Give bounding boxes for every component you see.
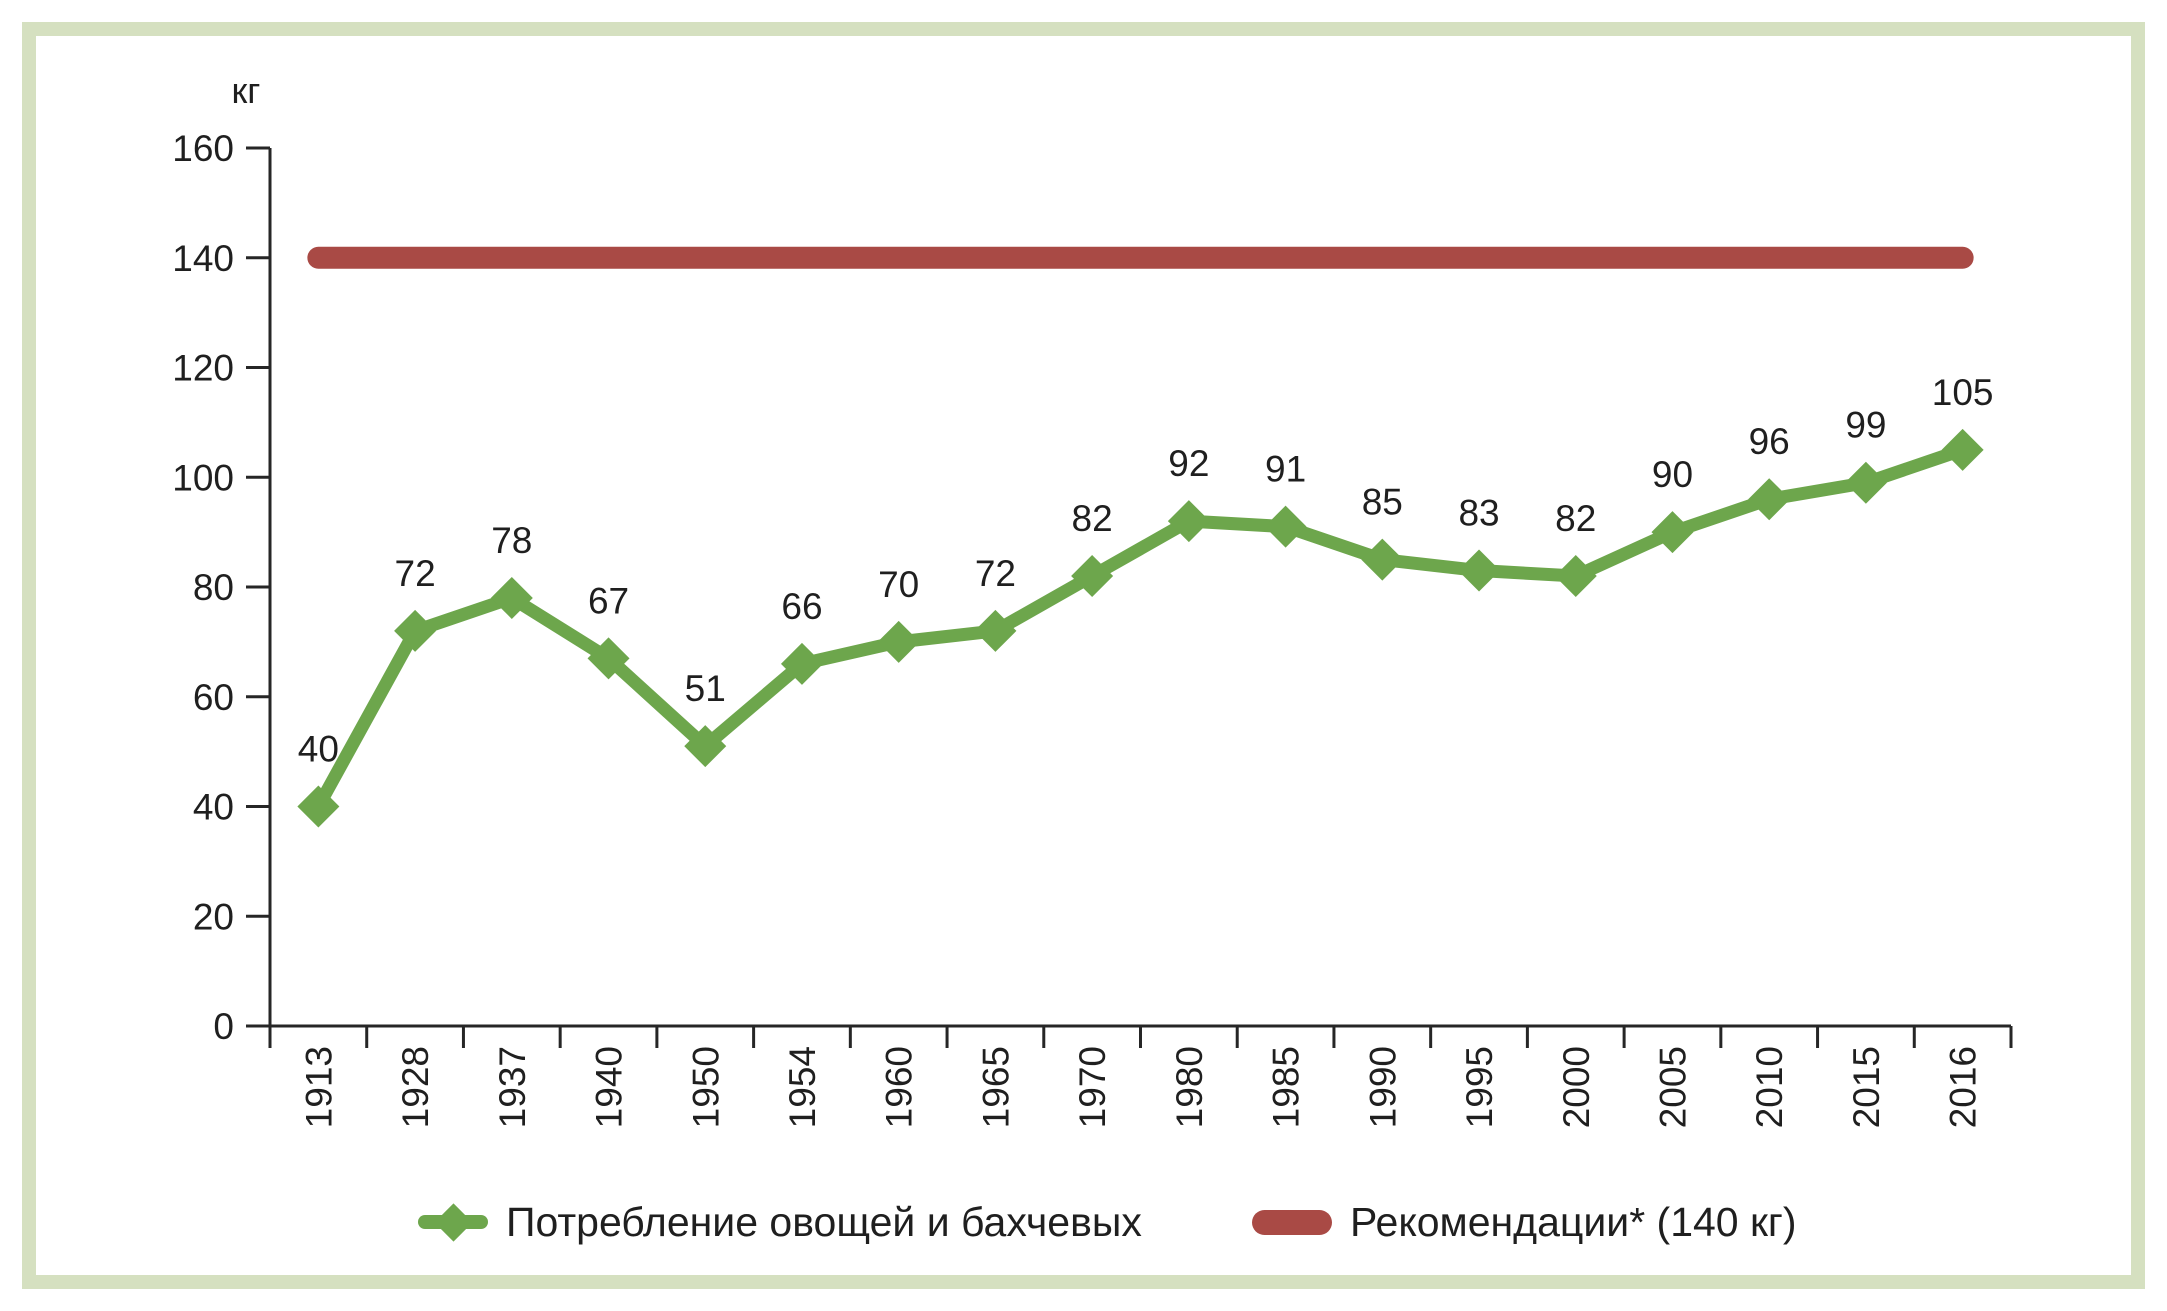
legend-recommendation-line-sample xyxy=(1252,1209,1332,1235)
data-point-label: 72 xyxy=(975,553,1016,594)
x-tick-label: 2016 xyxy=(1943,1046,1984,1128)
data-point-marker xyxy=(1071,555,1114,598)
data-point-marker xyxy=(1941,428,1984,471)
x-tick-label: 1990 xyxy=(1362,1046,1403,1128)
diamond-marker-icon xyxy=(433,1202,473,1242)
data-point-label: 51 xyxy=(685,668,726,709)
data-point-label: 40 xyxy=(298,729,339,770)
y-tick-label: 80 xyxy=(193,567,234,608)
x-tick-label: 1970 xyxy=(1072,1046,1113,1128)
data-point-label: 96 xyxy=(1749,421,1790,462)
data-point-marker xyxy=(1361,538,1404,581)
data-point-marker xyxy=(1167,500,1210,543)
y-axis-unit-label: кг xyxy=(232,70,261,111)
x-tick-label: 1995 xyxy=(1459,1046,1500,1128)
data-point-marker xyxy=(877,620,920,663)
data-point-label: 70 xyxy=(878,564,919,605)
x-tick-label: 2000 xyxy=(1556,1046,1597,1128)
legend-consumption-label: Потребление овощей и бахчевых xyxy=(506,1198,1142,1245)
legend-consumption-line-sample xyxy=(418,1200,488,1244)
x-tick-label: 1985 xyxy=(1266,1046,1307,1128)
x-tick-label: 1980 xyxy=(1169,1046,1210,1128)
x-tick-label: 2005 xyxy=(1652,1046,1693,1128)
data-point-marker xyxy=(1458,549,1501,592)
x-tick-label: 2010 xyxy=(1749,1046,1790,1128)
data-point-label: 85 xyxy=(1362,482,1403,523)
consumption-line xyxy=(312,443,1965,810)
data-point-label: 67 xyxy=(588,580,629,621)
data-point-marker xyxy=(297,785,340,828)
data-point-marker xyxy=(974,609,1017,652)
x-tick-label: 1937 xyxy=(492,1046,533,1128)
legend-item-consumption: Потребление овощей и бахчевых xyxy=(418,1196,1142,1248)
data-point-marker xyxy=(1844,461,1887,504)
data-point-label: 82 xyxy=(1555,498,1596,539)
data-point-label: 91 xyxy=(1265,449,1306,490)
x-tick-label: 1960 xyxy=(879,1046,920,1128)
data-point-label: 99 xyxy=(1845,405,1886,446)
legend-item-recommendation: Рекомендации* (140 кг) xyxy=(1252,1196,1797,1248)
x-tick-label: 1913 xyxy=(298,1046,339,1128)
y-tick-label: 0 xyxy=(213,1006,234,1047)
data-point-marker xyxy=(587,637,630,680)
data-point-marker xyxy=(1554,555,1597,598)
data-point-label: 105 xyxy=(1932,372,1994,413)
data-point-marker xyxy=(780,642,823,685)
x-tick-label: 2015 xyxy=(1846,1046,1887,1128)
y-tick-label: 100 xyxy=(172,457,234,498)
data-point-marker xyxy=(1748,478,1791,521)
data-point-marker xyxy=(684,725,727,768)
y-tick-label: 140 xyxy=(172,238,234,279)
y-tick-label: 40 xyxy=(193,787,234,828)
data-point-marker xyxy=(1264,505,1307,548)
data-point-marker xyxy=(394,609,437,652)
chart-border-frame xyxy=(22,22,2145,1289)
x-tick-label: 1928 xyxy=(395,1046,436,1128)
data-point-label: 66 xyxy=(781,586,822,627)
x-tick-label: 1954 xyxy=(782,1046,823,1128)
x-tick-label: 1950 xyxy=(685,1046,726,1128)
data-point-marker xyxy=(1651,511,1694,554)
data-point-marker xyxy=(490,576,533,619)
legend-recommendation-label: Рекомендации* (140 кг) xyxy=(1350,1198,1797,1245)
data-point-label: 90 xyxy=(1652,454,1693,495)
x-tick-label: 1965 xyxy=(975,1046,1016,1128)
y-tick-label: 160 xyxy=(172,128,234,169)
data-point-label: 82 xyxy=(1072,498,1113,539)
data-point-label: 78 xyxy=(491,520,532,561)
data-point-label: 92 xyxy=(1168,443,1209,484)
y-tick-label: 120 xyxy=(172,348,234,389)
y-tick-label: 20 xyxy=(193,896,234,937)
data-point-label: 72 xyxy=(395,553,436,594)
x-tick-label: 1940 xyxy=(589,1046,630,1128)
y-tick-label: 60 xyxy=(193,677,234,718)
data-point-label: 83 xyxy=(1458,493,1499,534)
